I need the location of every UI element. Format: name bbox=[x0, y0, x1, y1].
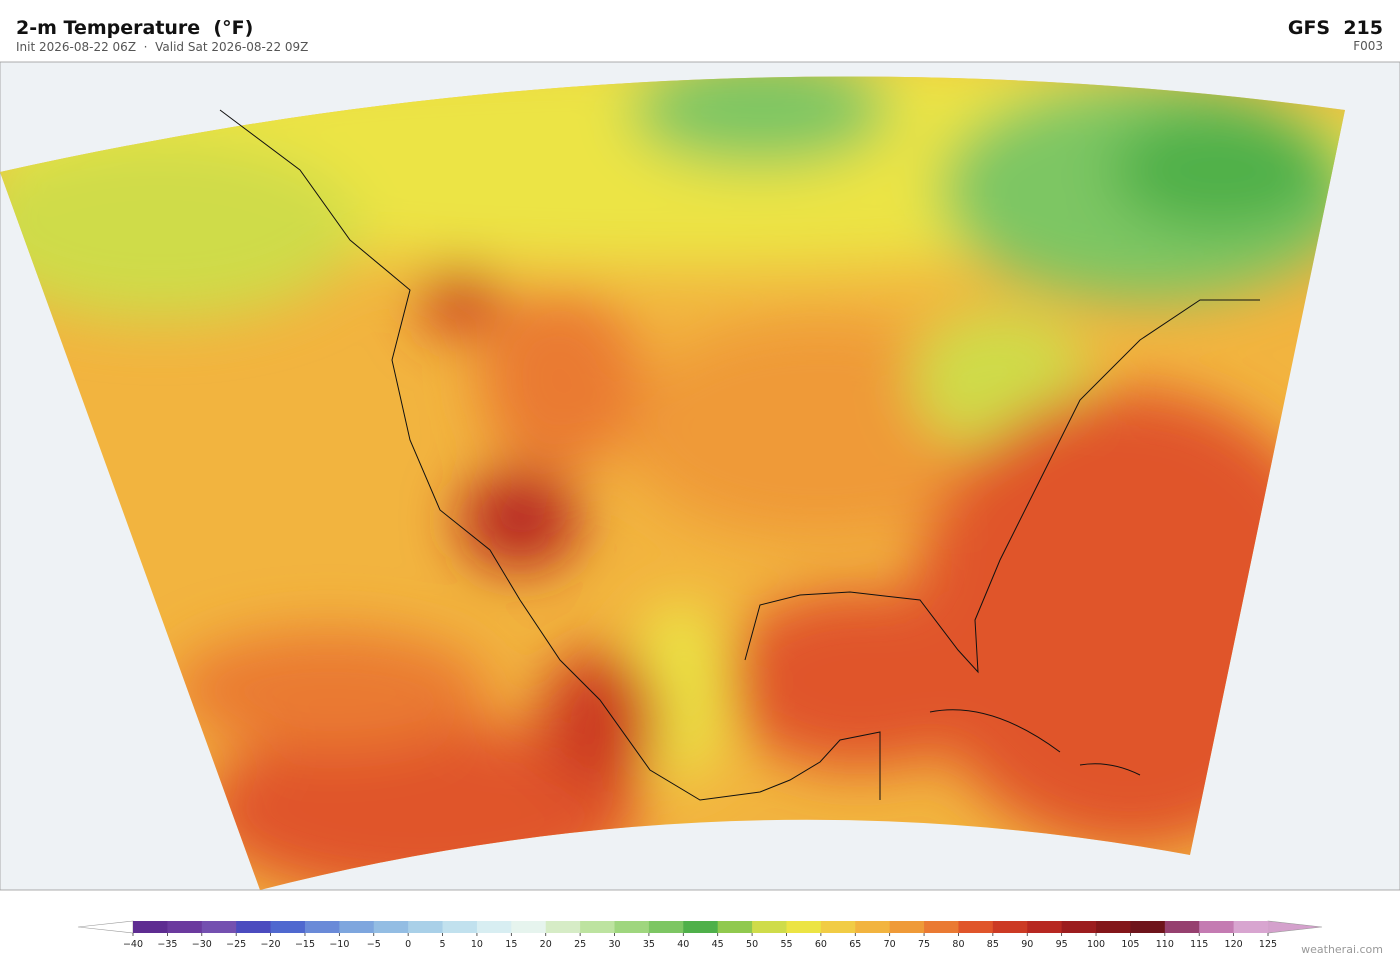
colorbar-tick-label: 15 bbox=[505, 939, 517, 950]
colorbar-bin bbox=[717, 921, 753, 933]
colorbar-tick-label: 125 bbox=[1259, 939, 1277, 950]
colorbar-bin bbox=[373, 921, 409, 933]
colorbar-bin bbox=[304, 921, 340, 933]
colorbar-tick-label: 60 bbox=[815, 939, 827, 950]
colorbar-bin bbox=[889, 921, 925, 933]
colorbar-tick-label: 95 bbox=[1056, 939, 1068, 950]
colorbar-tick-label: 75 bbox=[918, 939, 930, 950]
colorbar-bin bbox=[1130, 921, 1166, 933]
colorbar-tick-label: 35 bbox=[643, 939, 655, 950]
colorbar-bin bbox=[924, 921, 959, 933]
colorbar-bin bbox=[1096, 921, 1131, 933]
colorbar-tick-label: 5 bbox=[440, 939, 446, 950]
colorbar-bin bbox=[614, 921, 650, 933]
colorbar-tick-label: −35 bbox=[157, 939, 177, 950]
colorbar-bin bbox=[236, 921, 271, 933]
colorbar-tick-label: 115 bbox=[1190, 939, 1208, 950]
colorbar-tick-label: 70 bbox=[884, 939, 896, 950]
colorbar-bin bbox=[786, 921, 822, 933]
colorbar-tick-label: 50 bbox=[746, 939, 758, 950]
colorbar-tick-label: 105 bbox=[1121, 939, 1139, 950]
colorbar-bin bbox=[511, 921, 547, 933]
subtitle: Init 2026-08-22 06Z · Valid Sat 2026-08-… bbox=[16, 40, 308, 54]
colorbar-bin bbox=[476, 921, 512, 933]
colorbar-tick-label: −5 bbox=[367, 939, 381, 950]
colorbar-bin bbox=[167, 921, 203, 933]
colorbar-bin bbox=[683, 921, 719, 933]
coastline bbox=[219, 109, 1260, 801]
colorbar-tick-label: 80 bbox=[952, 939, 964, 950]
colorbar-bin bbox=[992, 921, 1028, 933]
credit: weatherai.com bbox=[1301, 943, 1383, 956]
colorbar-over bbox=[1267, 920, 1323, 934]
colorbar-tick-label: 90 bbox=[1021, 939, 1033, 950]
colorbar-bin bbox=[580, 921, 615, 933]
colorbar-tick-label: 0 bbox=[405, 939, 411, 950]
colorbar-tick-label: 45 bbox=[712, 939, 724, 950]
colorbar-bin bbox=[1199, 921, 1235, 933]
colorbar-bin bbox=[270, 921, 306, 933]
colorbar-bin bbox=[648, 921, 684, 933]
colorbar-tick-label: −30 bbox=[192, 939, 212, 950]
colorbar-tick-label: 65 bbox=[849, 939, 861, 950]
colorbar-bin bbox=[1164, 921, 1200, 933]
colorbar-bin bbox=[820, 921, 856, 933]
colorbar-tick-label: 100 bbox=[1087, 939, 1105, 950]
colorbar-bin bbox=[339, 921, 375, 933]
colorbar-bin bbox=[1233, 921, 1269, 933]
colorbar-tick-label: −25 bbox=[226, 939, 246, 950]
colorbar-bin bbox=[408, 921, 443, 933]
colorbar-tick-label: 85 bbox=[987, 939, 999, 950]
model-name: GFS 215 bbox=[1288, 17, 1383, 39]
colorbar-bin bbox=[442, 921, 478, 933]
colorbar-tick-label: 30 bbox=[608, 939, 620, 950]
colorbar-tick-label: 55 bbox=[780, 939, 792, 950]
colorbar-tick-label: 40 bbox=[677, 939, 689, 950]
colorbar-tick-label: 120 bbox=[1225, 939, 1243, 950]
forecast-hour: F003 bbox=[1353, 39, 1383, 53]
colorbar-tick-label: −20 bbox=[261, 939, 281, 950]
temperature-field bbox=[0, 76, 1345, 890]
colorbar-under bbox=[77, 920, 134, 934]
colorbar: −40 −35 −30 −25 −20 −15 −10 −5 0 5 10 15 20 25 30 35 40 4… bbox=[77, 920, 1323, 950]
colorbar-bin bbox=[201, 921, 237, 933]
colorbar-tick-label: 10 bbox=[471, 939, 483, 950]
colorbar-tick-label: 25 bbox=[574, 939, 586, 950]
colorbar-tick-label: 20 bbox=[540, 939, 552, 950]
colorbar-bin bbox=[958, 921, 994, 933]
colorbar-bin bbox=[133, 921, 168, 933]
islands bbox=[929, 709, 1141, 776]
colorbar-bin bbox=[1027, 921, 1063, 933]
colorbar-tick-label: 110 bbox=[1156, 939, 1174, 950]
colorbar-bin bbox=[855, 921, 891, 933]
colorbar-bin bbox=[752, 921, 787, 933]
colorbar-tick-label: −10 bbox=[329, 939, 349, 950]
colorbar-bin bbox=[1061, 921, 1097, 933]
title: 2-m Temperature (°F) bbox=[16, 17, 253, 39]
colorbar-tick-label: −15 bbox=[295, 939, 315, 950]
colorbar-tick-label: −40 bbox=[123, 939, 143, 950]
colorbar-bin bbox=[545, 921, 581, 933]
